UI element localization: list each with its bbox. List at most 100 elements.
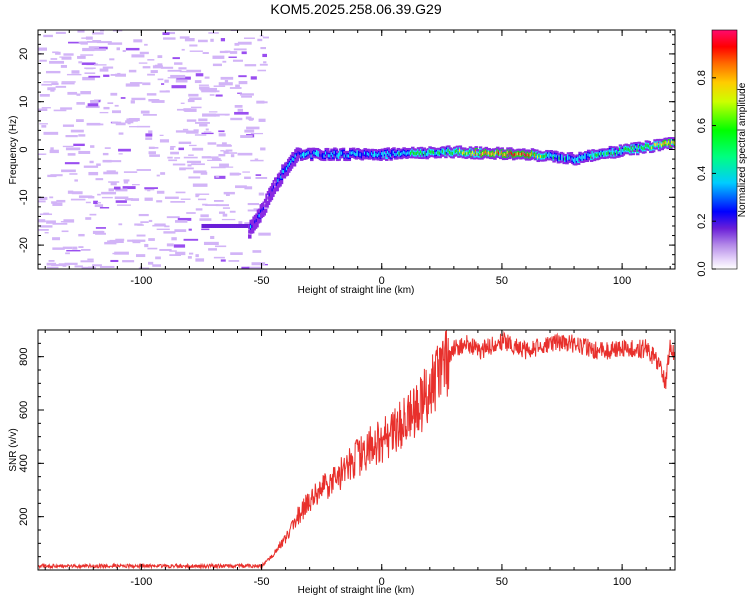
spectrogram-noise-cell <box>205 204 219 206</box>
spectrogram-noise-cell <box>140 221 149 223</box>
spectrogram-noise-cell <box>219 50 228 54</box>
spectrogram-noise-cell <box>218 153 226 157</box>
spectrogram-noise-cell <box>234 111 249 115</box>
spectrogram-noise-cell <box>60 107 73 110</box>
spectrogram-noise-cell <box>255 174 262 176</box>
spectrogram-noise-cell <box>97 202 101 204</box>
spectrogram-noise-cell <box>45 70 61 74</box>
spectrogram-noise-cell <box>99 265 115 268</box>
spectrogram-noise-cell <box>160 172 166 175</box>
spectrogram-noise-cell <box>61 82 75 85</box>
spectrogram-noise-cell <box>171 85 187 89</box>
spectrogram-noise-cell <box>148 261 154 265</box>
spectrogram-noise-cell <box>222 60 227 63</box>
spectrogram-noise-cell <box>39 94 50 97</box>
spectrogram-noise-cell <box>76 102 85 105</box>
spectrogram-noise-cell <box>218 211 225 214</box>
spectrogram-noise-cell <box>210 166 226 169</box>
spectrogram-noise-cell <box>52 237 61 241</box>
snr-panel: -100 -50 0 50 100 200 400 600 800 Height of stra… <box>8 329 676 596</box>
spectrogram-xtick-label: 100 <box>613 275 631 287</box>
spectrogram-noise-cell <box>213 200 224 202</box>
spectrogram-noise-cell <box>195 122 210 124</box>
spectrogram-signal-cell <box>207 223 211 228</box>
spectrogram-noise-cell <box>148 151 156 155</box>
spectrogram-noise-cell <box>64 262 78 265</box>
spectrogram-noise-cell <box>80 54 94 56</box>
spectrogram-noise-cell <box>61 56 72 60</box>
spectrogram-noise-cell <box>49 60 65 64</box>
spectrogram-noise-cell <box>107 160 122 163</box>
spectrogram-noise-cell <box>200 214 209 218</box>
spectrogram-noise-cell <box>224 114 229 116</box>
spectrogram-noise-cell <box>156 174 160 177</box>
spectrogram-noise-cell <box>81 266 96 269</box>
colorbar-ticks: 0.0 0.2 0.4 0.6 0.8 <box>696 70 716 277</box>
spectrogram-noise-cell <box>124 198 133 201</box>
spectrogram-noise-cell <box>61 81 76 83</box>
spectrogram-noise-cell <box>58 263 70 266</box>
spectrogram-noise-cell <box>103 171 119 175</box>
spectrogram-noise-cell <box>99 207 110 209</box>
spectrogram-noise-cell <box>234 104 243 108</box>
spectrogram-noise-cell <box>145 137 153 140</box>
spectrogram-noise-cell <box>90 100 99 104</box>
spectrogram-noise-cell <box>115 73 126 77</box>
spectrogram-noise-cell <box>229 210 236 213</box>
spectrogram-noise-cell <box>55 85 67 88</box>
colorbar-tick-label: 0.8 <box>696 70 708 85</box>
spectrogram-noise-cell <box>259 63 268 66</box>
spectrogram-noise-cell <box>170 201 186 203</box>
spectrogram-xlabel: Height of straight line (km) <box>298 285 415 296</box>
spectrogram-noise-cell <box>254 158 259 160</box>
spectrogram-noise-cell <box>96 163 101 166</box>
spectrogram-noise-cell <box>195 208 203 211</box>
snr-line <box>38 330 675 570</box>
snr-ylabel: SNR (v/v) <box>8 428 19 471</box>
spectrogram-noise-cell <box>92 40 102 43</box>
spectrogram-noise-cell <box>142 113 157 116</box>
spectrogram-noise-cell <box>183 156 198 159</box>
spectrogram-noise-cell <box>200 171 208 175</box>
spectrogram-noise-cell <box>262 53 267 58</box>
colorbar-tick-label: 0.6 <box>696 118 708 133</box>
spectrogram-noise-cell <box>43 131 59 135</box>
spectrogram-noise-cell <box>43 34 53 38</box>
spectrogram-noise-cell <box>50 89 55 92</box>
spectrogram-noise-cell <box>76 119 84 123</box>
spectrogram-signal-cell <box>203 223 207 228</box>
spectrogram-noise-cell <box>71 191 83 195</box>
spectrogram-noise-cell <box>109 239 124 243</box>
spectrogram-noise-cell <box>260 147 266 151</box>
spectrogram-signal-cell <box>241 223 245 228</box>
spectrogram-noise-cell <box>201 228 210 231</box>
snr-ytick-label: 400 <box>18 454 30 472</box>
spectrogram-noise-cell <box>65 147 81 151</box>
spectrogram-noise-cell <box>74 179 78 182</box>
spectrogram-noise-cell <box>51 201 58 204</box>
spectrogram-noise-cell <box>118 132 124 135</box>
spectrogram-noise-cell <box>174 220 188 223</box>
spectrogram-noise-cell <box>114 104 119 107</box>
spectrogram-noise-cell <box>80 41 88 45</box>
spectrogram-ytick-label: 0 <box>18 146 30 152</box>
spectrogram-noise-cell <box>142 66 151 69</box>
spectrogram-noise-cell <box>222 207 231 209</box>
spectrogram-noise-cell <box>258 118 266 122</box>
spectrogram-noise-cell <box>39 196 48 200</box>
spectrogram-noise-cell <box>218 133 226 137</box>
spectrogram-noise-cell <box>50 147 54 151</box>
spectrogram-signal-cell <box>211 223 215 228</box>
spectrogram-noise-cell <box>197 198 207 201</box>
spectrogram-noise-cell <box>82 76 95 81</box>
spectrogram-noise-cell <box>94 123 104 126</box>
spectrogram-noise-cell <box>50 58 58 60</box>
spectrogram-noise-cell <box>180 102 185 104</box>
spectrogram-noise-cell <box>148 238 155 241</box>
spectrogram-noise-cell <box>237 152 253 156</box>
spectrogram-noise-cell <box>179 36 190 39</box>
spectrogram-noise-cell <box>230 154 235 158</box>
spectrogram-noise-cell <box>167 156 173 159</box>
spectrogram-noise-cell <box>257 69 267 72</box>
